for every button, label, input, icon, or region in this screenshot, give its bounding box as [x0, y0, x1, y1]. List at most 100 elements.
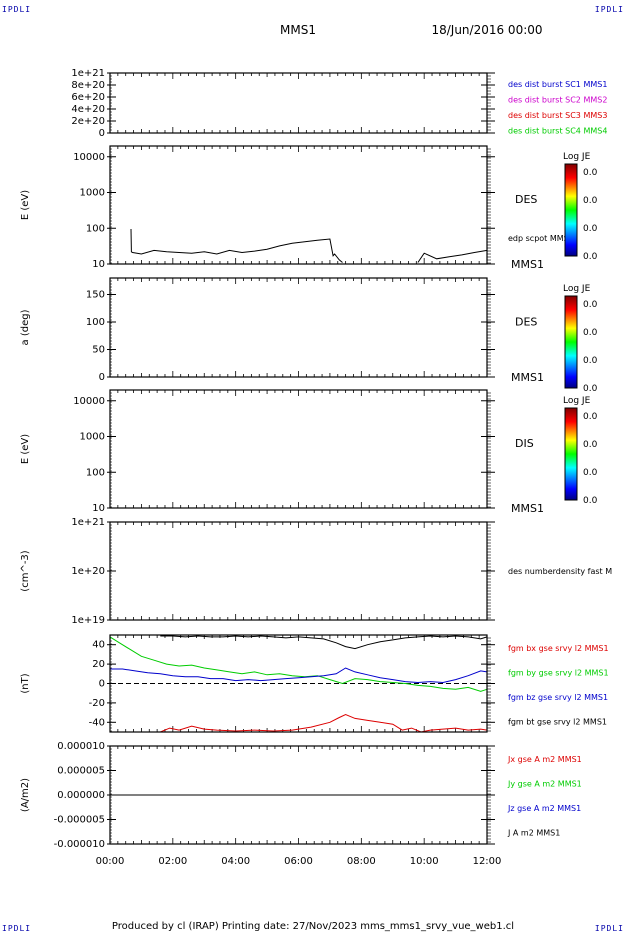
colorbar-tick-label: 0.0: [583, 412, 598, 422]
instrument-label: DES: [515, 316, 537, 329]
colorbar-tick-label: 0.0: [583, 328, 598, 338]
y-tick-label: 0: [99, 372, 105, 383]
colorbar-tick-label: 0.0: [583, 384, 598, 394]
legend-entry: des dist burst SC4 MMS4: [508, 127, 607, 136]
x-tick-label: 06:00: [284, 856, 313, 867]
legend-entry: des dist burst SC1 MMS1: [508, 80, 607, 89]
y-tick-label: 6e+20: [71, 92, 105, 103]
instrument-label: DIS: [515, 437, 534, 450]
series-line: [160, 713, 488, 733]
y-tick-label: 20: [92, 659, 105, 670]
y-tick-label: 1e+21: [71, 517, 105, 528]
y-tick-label: -0.000010: [54, 839, 105, 850]
colorbar-title: Log JE: [563, 152, 591, 162]
legend-entry: fgm bt gse srvy l2 MMS1: [508, 718, 607, 727]
y-tick-label: 40: [92, 640, 105, 651]
colorbar-tick-label: 0.0: [583, 224, 598, 234]
y-tick-label: -20: [89, 698, 105, 709]
panel-frame: [109, 521, 488, 621]
colorbar-tick-label: 0.0: [583, 496, 598, 506]
y-tick-label: 100: [86, 467, 105, 478]
legend-entry: des dist burst SC2 MMS2: [508, 96, 607, 105]
date-title: 18/Jun/2016 00:00: [431, 23, 542, 37]
footer-text: Produced by cl (IRAP) Printing date: 27/…: [112, 921, 514, 932]
panel-frame: [109, 277, 488, 378]
y-tick-label: 150: [86, 290, 105, 301]
y-tick-label: 10000: [73, 396, 105, 407]
y-tick-label: 50: [92, 345, 105, 356]
y-tick-label: 8e+20: [71, 80, 105, 91]
legend-entry: fgm by gse srvy l2 MMS1: [508, 669, 609, 678]
y-tick-label: 100: [86, 223, 105, 234]
y-axis-label: E (eV): [20, 434, 31, 464]
colorbar-tick-label: 0.0: [583, 440, 598, 450]
y-tick-label: 0.000010: [57, 741, 105, 752]
y-tick-label: 0.000005: [57, 766, 105, 777]
y-tick-label: 10: [92, 503, 105, 514]
legend-entry: Jz gse A m2 MMS1: [507, 804, 581, 813]
x-tick-label: 10:00: [410, 856, 439, 867]
y-tick-label: 1e+19: [71, 615, 105, 626]
corner-label-tl: IPDLI: [2, 5, 32, 14]
spacecraft-label: MMS1: [511, 258, 544, 271]
y-tick-label: 10: [92, 259, 105, 270]
y-tick-label: 0: [99, 679, 105, 690]
colorbar-title: Log JE: [563, 396, 591, 406]
colorbar-tick-label: 0.0: [583, 468, 598, 478]
y-tick-label: -0.000005: [54, 815, 105, 826]
panel-frame: [109, 389, 488, 509]
spacecraft-title: MMS1: [280, 23, 316, 37]
panel-fgm: 40 20 0 -20 -40 (nT) fgm bx gse srvy l2 MMS1 fg…: [20, 634, 609, 733]
y-tick-label: -40: [89, 717, 105, 728]
y-tick-label: 4e+20: [71, 104, 105, 115]
legend-entry: Jy gse A m2 MMS1: [507, 780, 582, 789]
colorbar-tick-label: 0.0: [583, 252, 598, 262]
panel-frame: [109, 145, 488, 265]
panel-frame: [109, 634, 488, 733]
series-line: [130, 228, 343, 263]
y-axis-label: (A/m2): [20, 778, 31, 812]
colorbar-tick-label: 0.0: [583, 196, 598, 206]
panel-dis-energy: 10000 1000 100 10 E (eV) DIS MMS1 Log JE 0.0 0.0 0…: [20, 389, 598, 515]
y-axis-label: (nT): [20, 673, 31, 693]
legend-entry: fgm bz gse srvy l2 MMS1: [508, 693, 608, 702]
y-tick-label: 100: [86, 317, 105, 328]
x-tick-label: 00:00: [96, 856, 125, 867]
corner-label-bl: IPDLI: [2, 924, 32, 933]
series-line: [109, 636, 488, 692]
colorbar: [564, 295, 578, 389]
y-axis-label: E (eV): [20, 190, 31, 220]
corner-label-br: IPDLI: [594, 924, 624, 933]
instrument-label: DES: [515, 193, 537, 206]
legend-entry: Jx gse A m2 MMS1: [507, 755, 582, 764]
spacecraft-label: MMS1: [511, 502, 544, 515]
legend-entry: J A m2 MMS1: [507, 829, 560, 838]
y-tick-label: 1000: [80, 432, 105, 443]
x-tick-label: 02:00: [158, 856, 187, 867]
panel-des-pitch: 150 100 50 0 a (deg) DES MMS1 Log JE 0.0 0.0 0.0 0.…: [20, 277, 598, 394]
series-line: [110, 667, 488, 684]
panel-des-energy: 10000 1000 100 10 E (eV) edp scpot MMS1 DES MMS…: [20, 145, 598, 271]
legend-entry: des numberdensity fast M: [508, 567, 612, 576]
colorbar: [564, 407, 578, 501]
y-tick-label: 1e+21: [71, 68, 105, 79]
y-tick-label: 1e+20: [71, 566, 105, 577]
legend-entry: edp scpot MMS1: [508, 234, 574, 243]
x-tick-label: 04:00: [221, 856, 250, 867]
spacecraft-label: MMS1: [511, 371, 544, 384]
y-tick-label: 2e+20: [71, 116, 105, 127]
panel-frame: [109, 72, 488, 134]
colorbar: [564, 163, 578, 257]
y-axis-label: (cm^-3): [20, 550, 31, 591]
series-line: [160, 635, 488, 650]
colorbar-tick-label: 0.0: [583, 168, 598, 178]
colorbar-tick-label: 0.0: [583, 356, 598, 366]
panel-frame: [109, 745, 488, 845]
legend-entry: fgm bx gse srvy l2 MMS1: [508, 644, 609, 653]
panel-current: 0.000010 0.000005 0.000000 -0.000005 -0.0000…: [20, 741, 582, 867]
y-tick-label: 0: [99, 128, 105, 139]
corner-label-tr: IPDLI: [594, 5, 624, 14]
panel-density: 1e+21 1e+20 1e+19 (cm^-3) des numberdensity …: [20, 517, 612, 626]
